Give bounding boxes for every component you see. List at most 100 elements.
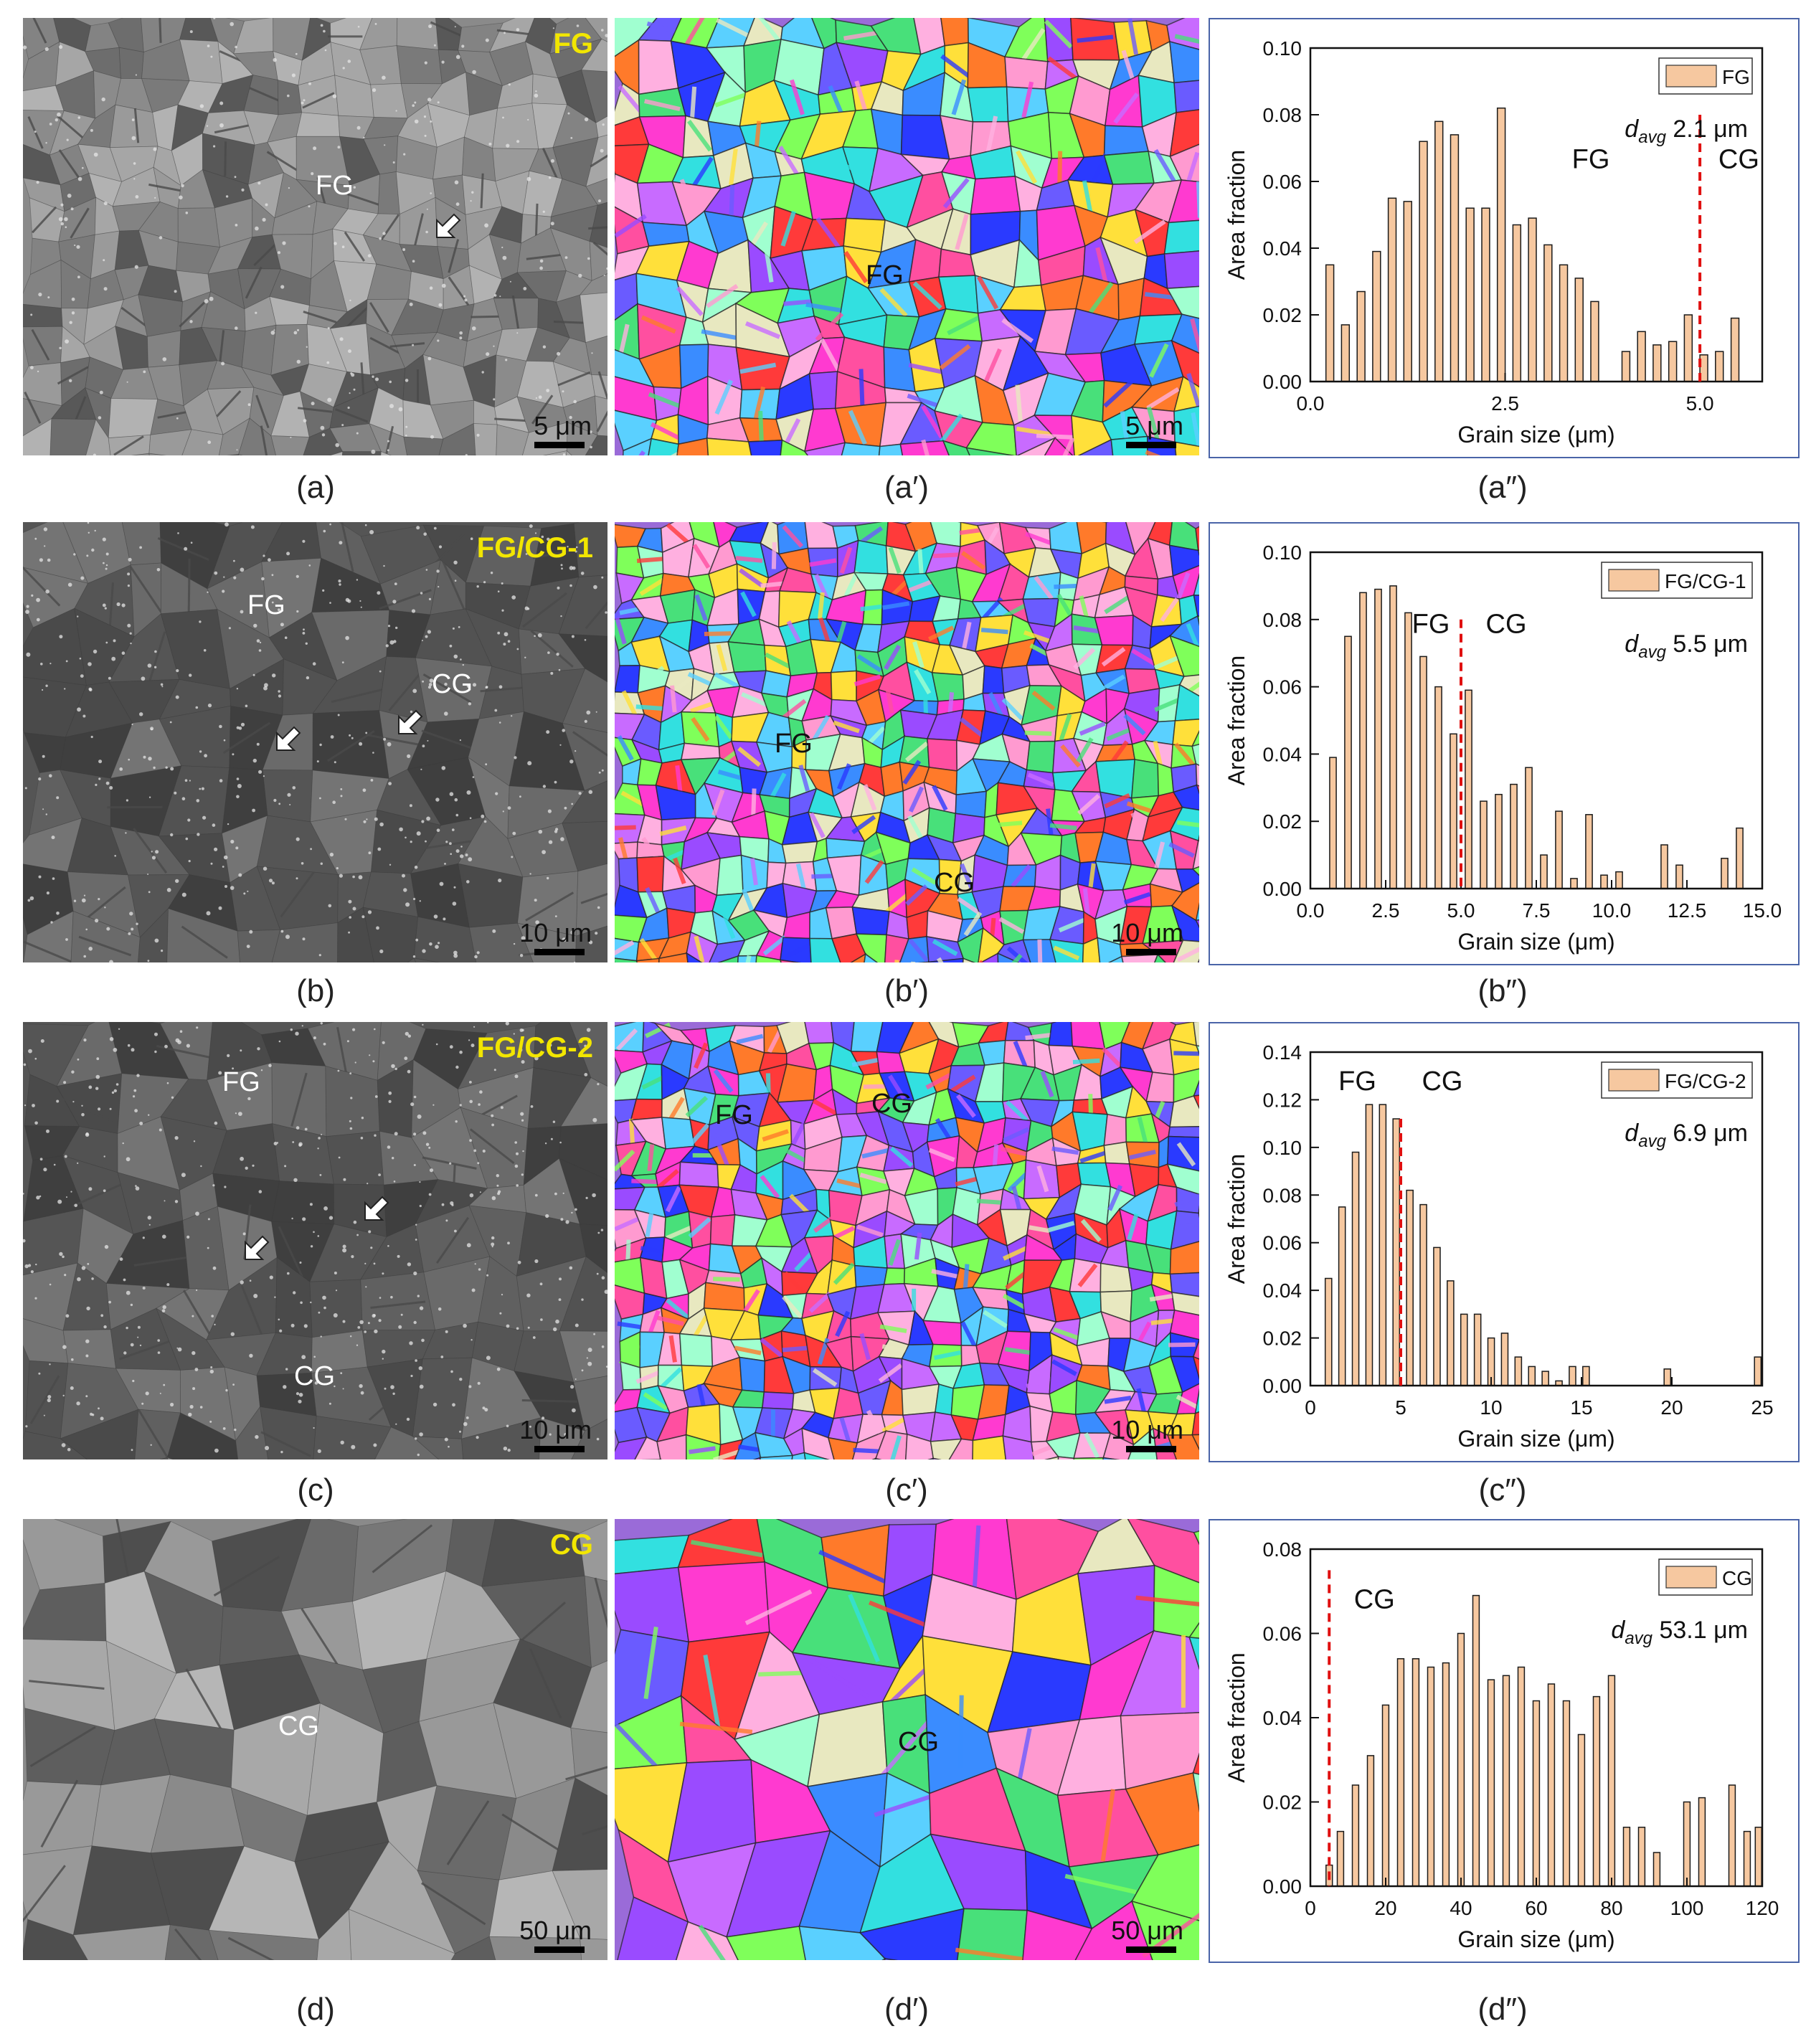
x-tick-label: 2.5 [1491,392,1519,415]
davg-annotation: davg 2.1 μm [1625,115,1748,147]
ebsd-scale-label: 5 μm [1125,411,1183,440]
y-tick-label: 0.10 [1263,37,1302,60]
bar [1532,1700,1541,1887]
bar [1344,635,1352,889]
bar [1419,1203,1427,1386]
bar [1585,814,1593,889]
y-tick-label: 0.04 [1263,743,1302,765]
ebsd-scale-bar [1126,949,1176,955]
ebsd-region-label: CG [934,868,975,898]
x-tick-label: 25 [1751,1396,1773,1419]
y-tick-label: 0.06 [1263,1232,1302,1254]
bar [1419,141,1428,382]
caption-a: (a) [296,470,335,505]
y-axis-label: Area fraction [1224,656,1249,785]
x-tick-label: 120 [1746,1897,1779,1919]
sem-scale-bar [534,949,585,955]
sem-image-a: FG FG 5 μm [23,18,607,455]
arrow-icon [276,726,301,751]
ebsd-scale-label: 50 μm [1111,1916,1183,1945]
x-tick-label: 10 [1480,1396,1502,1419]
sample-tag: FG/CG-1 [476,532,593,564]
ebsd-map-a: FG 5 μm [615,18,1199,455]
bar [1434,120,1444,382]
y-tick-label: 0.08 [1263,1538,1302,1561]
bar [1403,201,1412,382]
bar [1387,197,1397,382]
bar [1582,1366,1590,1386]
y-tick-label: 0.02 [1263,304,1302,326]
bar [1472,1594,1480,1887]
x-axis-label: Grain size (μm) [1457,929,1614,955]
arrow-icon [364,1196,389,1221]
bar [1607,1675,1616,1887]
bar [1668,341,1678,382]
x-tick-label: 5.0 [1686,392,1714,415]
bar [1392,1118,1401,1386]
caption-c-dprime: (c″) [1478,1472,1527,1508]
bar [1754,1356,1762,1386]
sem-region-label: FG [247,590,285,620]
chart-a: 0.00 0.02 0.04 0.06 0.08 0.10 0.0 2.5 5.0 FG CG Gra… [1209,18,1800,458]
x-tick-label: 80 [1600,1897,1622,1919]
y-tick-label: 0.06 [1263,171,1302,193]
bar [1480,800,1488,889]
bar [1374,588,1382,889]
bar [1592,1695,1601,1887]
y-tick-label: 0.06 [1263,676,1302,699]
bar [1450,134,1460,382]
legend: FG/CG-1 [1601,562,1753,599]
legend: FG/CG-2 [1601,1061,1753,1099]
bar [1622,1827,1631,1887]
y-tick-label: 0.00 [1263,1875,1302,1898]
x-axis-label: Grain size (μm) [1457,422,1614,448]
bar [1615,871,1623,889]
sample-tag: CG [550,1529,593,1561]
chart-d: 0.00 0.02 0.04 0.06 0.08 0 20 40 60 80 100 120 CG Gra… [1209,1519,1800,1963]
davg-annotation: davg 53.1 μm [1611,1617,1748,1648]
chart-b: 0.00 0.02 0.04 0.06 0.08 0.10 0.0 2.5 5.0 7.5 10.0… [1209,522,1800,965]
x-tick-label: 40 [1450,1897,1472,1919]
sem-scale-label: 10 μm [519,918,592,947]
caption-d-prime: (d′) [884,1992,930,2027]
chart-c: 0.00 0.02 0.04 0.06 0.08 0.10 0.12 0.14 0 5 10 15 20… [1209,1022,1800,1462]
ebsd-map-b: FG CG 10 μm [615,522,1199,962]
bar [1600,874,1608,889]
sem-region-label: CG [278,1711,319,1741]
bar [1465,207,1475,382]
x-tick-label: 15.0 [1743,899,1782,922]
y-tick-label: 0.06 [1263,1623,1302,1645]
x-tick-label: 20 [1374,1897,1396,1919]
bar [1590,301,1599,382]
sem-scale-bar [534,1446,585,1452]
sem-image-b: FG/CG-1 FG CG 10 μm [23,522,607,962]
caption-c-prime: (c′) [885,1472,928,1508]
bar [1419,656,1427,889]
bar [1379,1104,1387,1386]
bar [1500,1333,1509,1386]
bar [1324,1277,1333,1386]
bar [1577,1733,1586,1887]
arrow-icon [436,213,461,238]
y-tick-label: 0.08 [1263,1184,1302,1206]
x-tick-label: 60 [1525,1897,1547,1919]
ebsd-scale-bar [1126,1946,1176,1953]
bar [1528,217,1537,382]
sem-scale-bar [534,442,585,448]
region-label: FG [1338,1066,1376,1097]
bar [1442,1662,1450,1887]
y-tick-label: 0.02 [1263,810,1302,833]
x-tick-label: 20 [1660,1396,1683,1419]
bar [1569,1366,1576,1386]
caption-c: (c) [297,1472,334,1508]
ebsd-scale-label: 10 μm [1111,1415,1183,1444]
ebsd-scale-label: 10 μm [1111,918,1183,947]
region-label: CG [1486,610,1527,640]
sem-scale-bar [534,1946,585,1953]
bar [1754,1827,1762,1887]
bar [1574,278,1584,382]
bar [1663,1368,1672,1386]
bar [1525,767,1533,889]
bar [1351,1784,1360,1887]
ebsd-map-d: CG 50 μm [615,1519,1199,1960]
